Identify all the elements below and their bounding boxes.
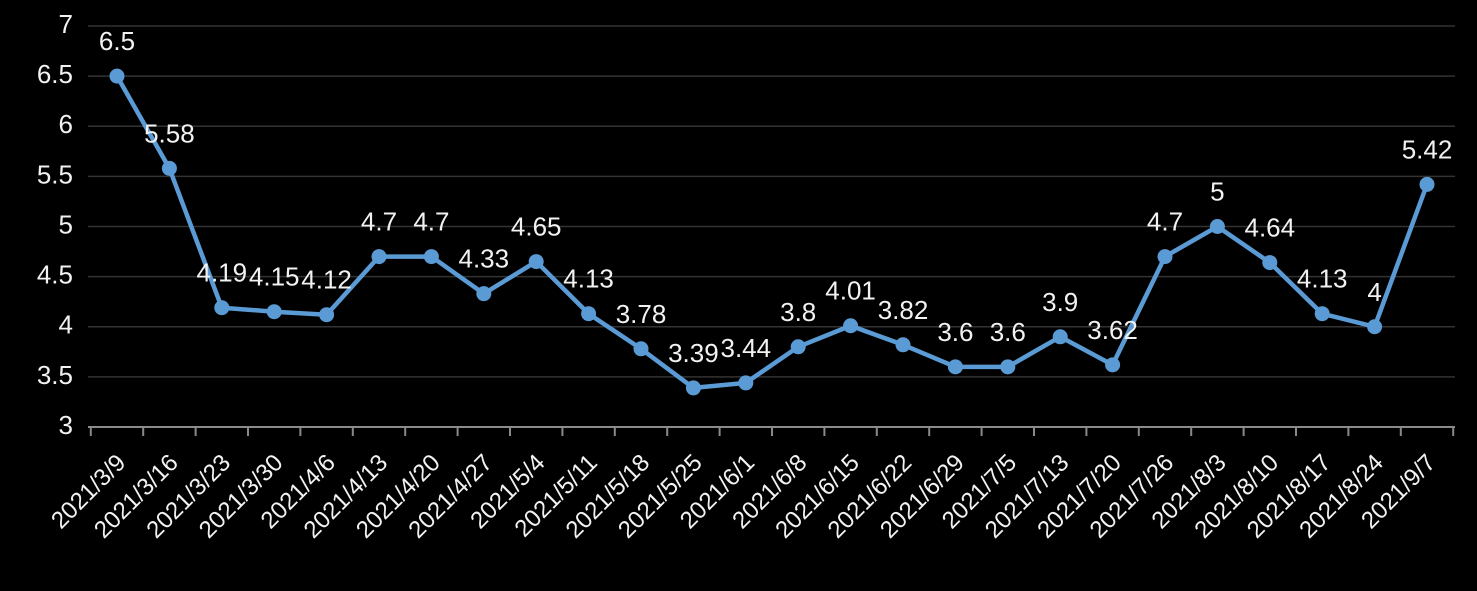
y-axis-label: 7 (59, 9, 73, 39)
data-label: 5.42 (1402, 134, 1453, 164)
data-label: 5 (1210, 177, 1224, 207)
data-point (1105, 357, 1121, 373)
data-point (161, 160, 177, 176)
data-label: 3.6 (990, 317, 1026, 347)
data-point (266, 304, 282, 320)
data-point (947, 359, 963, 375)
data-point (633, 341, 649, 357)
data-label: 5.58 (144, 118, 195, 148)
data-point (843, 318, 859, 334)
data-point (790, 339, 806, 355)
data-label: 3.82 (878, 295, 929, 325)
data-point (109, 68, 125, 84)
data-point (685, 380, 701, 396)
data-point (895, 337, 911, 353)
data-label: 3.9 (1042, 287, 1078, 317)
y-axis-label: 3 (59, 410, 73, 440)
data-point (1314, 306, 1330, 322)
data-point (581, 306, 597, 322)
data-label: 4 (1367, 277, 1381, 307)
data-label: 4.7 (413, 207, 449, 237)
data-point (738, 375, 754, 391)
data-label: 4.15 (249, 262, 300, 292)
data-label: 4.01 (825, 276, 876, 306)
data-label: 3.8 (780, 297, 816, 327)
data-point (1419, 176, 1435, 192)
y-axis-label: 4.5 (37, 260, 73, 290)
data-point (1209, 219, 1225, 234)
data-point (371, 249, 387, 265)
data-label: 3.62 (1087, 315, 1138, 345)
data-point (423, 249, 439, 265)
y-axis-label: 5.5 (37, 159, 73, 189)
data-label: 4.7 (361, 207, 397, 237)
data-label: 4.19 (196, 258, 247, 288)
data-point (1262, 255, 1278, 271)
data-label: 4.64 (1244, 213, 1295, 243)
data-label: 4.33 (458, 244, 509, 274)
data-point (214, 300, 230, 316)
data-point (528, 254, 544, 270)
data-label: 3.6 (937, 317, 973, 347)
y-axis-label: 4 (59, 310, 73, 340)
data-label: 4.7 (1147, 207, 1183, 237)
y-axis-label: 5 (59, 209, 73, 239)
data-label: 6.5 (99, 26, 135, 56)
series-line (114, 73, 1430, 391)
data-label: 3.39 (668, 338, 719, 368)
data-label: 4.13 (563, 264, 614, 294)
y-axis-label: 6.5 (37, 59, 73, 89)
data-point (1000, 359, 1016, 375)
data-label: 4.65 (511, 212, 562, 242)
data-point (1367, 319, 1383, 335)
data-point (476, 286, 492, 302)
data-label: 4.12 (301, 265, 352, 295)
y-axis-label: 3.5 (37, 360, 73, 390)
y-axis-label: 6 (59, 109, 73, 139)
data-point (1052, 329, 1068, 345)
data-label: 3.44 (720, 333, 771, 363)
data-point (1157, 249, 1173, 265)
data-label: 4.13 (1297, 264, 1348, 294)
data-point (319, 307, 335, 323)
data-label: 3.78 (616, 299, 667, 329)
